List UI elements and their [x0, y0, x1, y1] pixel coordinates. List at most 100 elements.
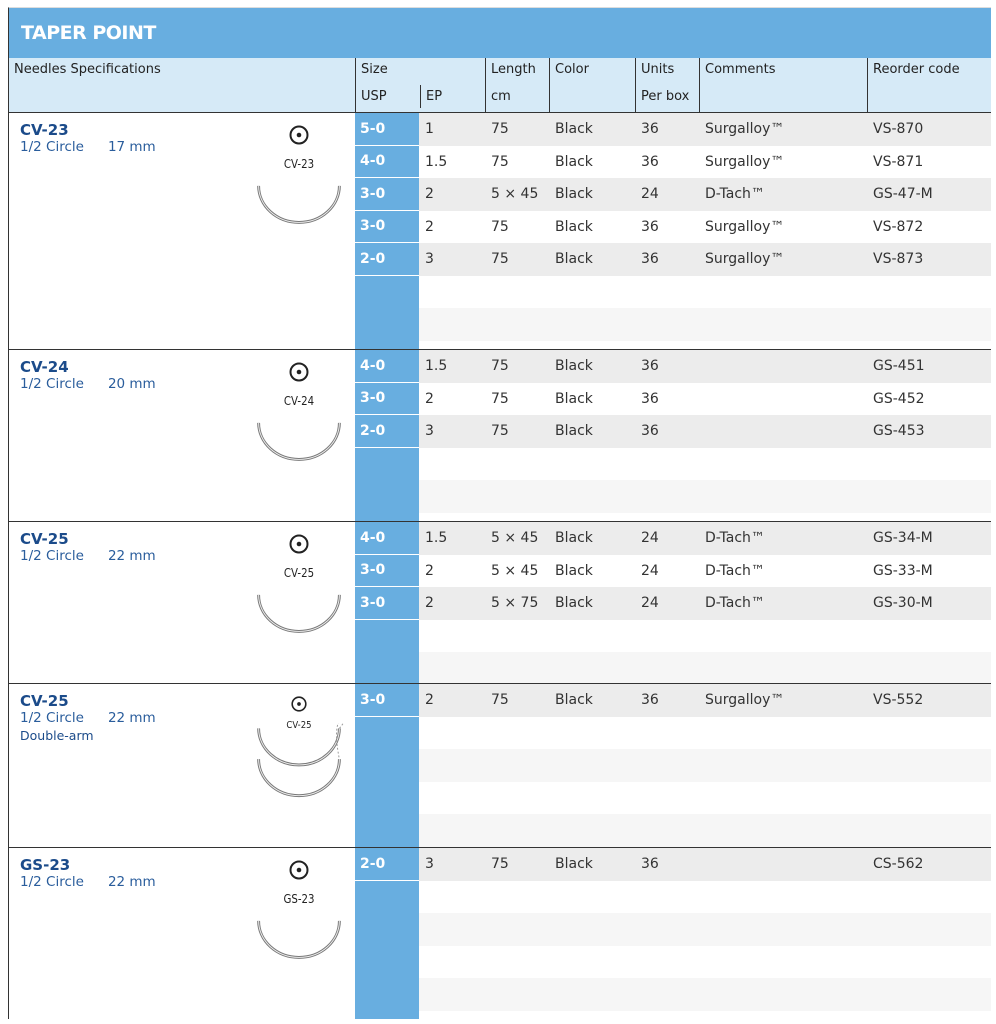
- cell-reorder-code: GS-34-M: [873, 530, 933, 547]
- cell-ep: 2: [425, 595, 434, 612]
- usp-fill: [355, 814, 419, 847]
- cell-color: Black: [555, 530, 593, 547]
- usp-fill: [355, 512, 419, 521]
- table-row: 3-0 2 5 × 75 Black 24 D-Tach™ GS-30-M: [355, 587, 991, 620]
- usp-fill: [355, 619, 419, 652]
- header-length: Length cm: [485, 58, 549, 112]
- header-spec: Needles Specifications: [14, 62, 161, 77]
- needle-spec: CV-25 1/2 Circle 22 mm CV-25: [9, 522, 355, 683]
- cell-ep: 1.5: [425, 530, 448, 547]
- empty-row: [355, 1010, 991, 1019]
- usp-fill: [355, 846, 419, 847]
- usp-fill: [355, 447, 419, 480]
- cell-units: 36: [641, 358, 659, 375]
- cell-ep: 1.5: [425, 153, 448, 170]
- product-rows: 3-0 2 75 Black 36 Surgalloy™ VS-552: [355, 684, 991, 847]
- empty-row: [355, 652, 991, 683]
- cell-usp: 4-0: [355, 522, 419, 555]
- empty-row: [355, 749, 991, 782]
- needle-group: CV-25 1/2 Circle 22 mm Double-arm CV-25 3…: [9, 683, 991, 847]
- cell-ep: 3: [425, 856, 434, 873]
- empty-row: [355, 846, 991, 847]
- needle-size: 22 mm: [107, 874, 156, 890]
- table-row: 2-0 3 75 Black 36 GS-453: [355, 415, 991, 448]
- table-row: 3-0 2 75 Black 36 Surgalloy™ VS-552: [355, 684, 991, 717]
- cell-usp: 2-0: [355, 243, 419, 276]
- needle-spec: GS-23 1/2 Circle 22 mm GS-23: [9, 848, 355, 1019]
- cell-length: 5 × 75: [491, 595, 539, 612]
- table-row: 2-0 3 75 Black 36 Surgalloy™ VS-873: [355, 243, 991, 276]
- cross-section-icon: [289, 534, 309, 554]
- cell-length: 75: [491, 358, 509, 375]
- needle-extra: Double-arm: [20, 728, 94, 743]
- cell-usp: 2-0: [355, 848, 419, 881]
- cross-section-icon: [289, 860, 309, 880]
- cell-color: Black: [555, 121, 593, 138]
- cell-color: Black: [555, 856, 593, 873]
- cell-length: 75: [491, 121, 509, 138]
- cell-comments: Surgalloy™: [705, 153, 785, 170]
- cell-units: 24: [641, 530, 659, 547]
- needle-shape: 1/2 Circle: [20, 376, 84, 392]
- usp-fill: [355, 480, 419, 513]
- usp-fill: [355, 978, 419, 1011]
- cell-ep: 1.5: [425, 358, 448, 375]
- cell-ep: 2: [425, 218, 434, 235]
- needle-shape: 1/2 Circle: [20, 874, 84, 890]
- header-color: Color: [549, 58, 635, 112]
- cell-usp: 3-0: [355, 684, 419, 717]
- needle-figure-label: CV-23: [283, 157, 315, 171]
- cross-section-icon: [291, 696, 307, 712]
- cell-comments: D-Tach™: [705, 595, 765, 612]
- cell-units: 24: [641, 562, 659, 579]
- cell-usp: 3-0: [355, 554, 419, 587]
- cell-color: Black: [555, 390, 593, 407]
- empty-row: [355, 480, 991, 513]
- needle-shape: 1/2 Circle: [20, 710, 84, 726]
- usp-fill: [355, 749, 419, 782]
- usp-fill: [355, 1010, 419, 1019]
- cell-color: Black: [555, 186, 593, 203]
- needle-spec: CV-24 1/2 Circle 20 mm CV-24: [9, 350, 355, 521]
- cross-section-icon: [289, 362, 309, 382]
- needle-group: CV-24 1/2 Circle 20 mm CV-24 4-0 1.5 75 Blac…: [9, 349, 991, 521]
- cell-reorder-code: GS-453: [873, 423, 925, 440]
- needle-shape: 1/2 Circle: [20, 139, 84, 155]
- usp-fill: [355, 716, 419, 749]
- needle-figure-label: CV-25: [286, 720, 312, 731]
- cell-ep: 2: [425, 390, 434, 407]
- cell-reorder-code: VS-871: [873, 153, 924, 170]
- needle-spec: CV-23 1/2 Circle 17 mm CV-23: [9, 113, 355, 349]
- empty-row: [355, 275, 991, 308]
- empty-row: [355, 913, 991, 946]
- usp-fill: [355, 275, 419, 308]
- taper-point-table: TAPER POINT Needles Specifications Size …: [8, 7, 991, 1019]
- header-length-unit: cm: [491, 89, 511, 104]
- cell-units: 36: [641, 218, 659, 235]
- cell-usp: 3-0: [355, 587, 419, 620]
- cell-comments: Surgalloy™: [705, 218, 785, 235]
- cell-length: 75: [491, 251, 509, 268]
- cell-reorder-code: VS-872: [873, 218, 924, 235]
- cell-usp: 3-0: [355, 382, 419, 415]
- cell-length: 75: [491, 390, 509, 407]
- needle-name: CV-24: [20, 358, 69, 376]
- cell-usp: 4-0: [355, 145, 419, 178]
- header-length-label: Length: [491, 62, 536, 77]
- cell-units: 24: [641, 186, 659, 203]
- cross-section-icon: [289, 125, 309, 145]
- header-comments: Comments: [699, 58, 867, 112]
- needle-figure: CV-23: [249, 125, 349, 237]
- cell-reorder-code: VS-552: [873, 692, 924, 709]
- needle-figure: CV-24: [249, 362, 349, 474]
- needle-name: CV-25: [20, 530, 69, 548]
- table-row: 4-0 1.5 5 × 45 Black 24 D-Tach™ GS-34-M: [355, 522, 991, 555]
- cell-length: 5 × 45: [491, 562, 539, 579]
- table-row: 5-0 1 75 Black 36 Surgalloy™ VS-870: [355, 113, 991, 146]
- needle-figure-label: CV-25: [283, 566, 315, 580]
- cell-usp: 3-0: [355, 210, 419, 243]
- needle-size: 22 mm: [107, 548, 156, 564]
- empty-row: [355, 340, 991, 349]
- needle-desc: 1/2 Circle 17 mm: [20, 139, 344, 155]
- cell-comments: D-Tach™: [705, 562, 765, 579]
